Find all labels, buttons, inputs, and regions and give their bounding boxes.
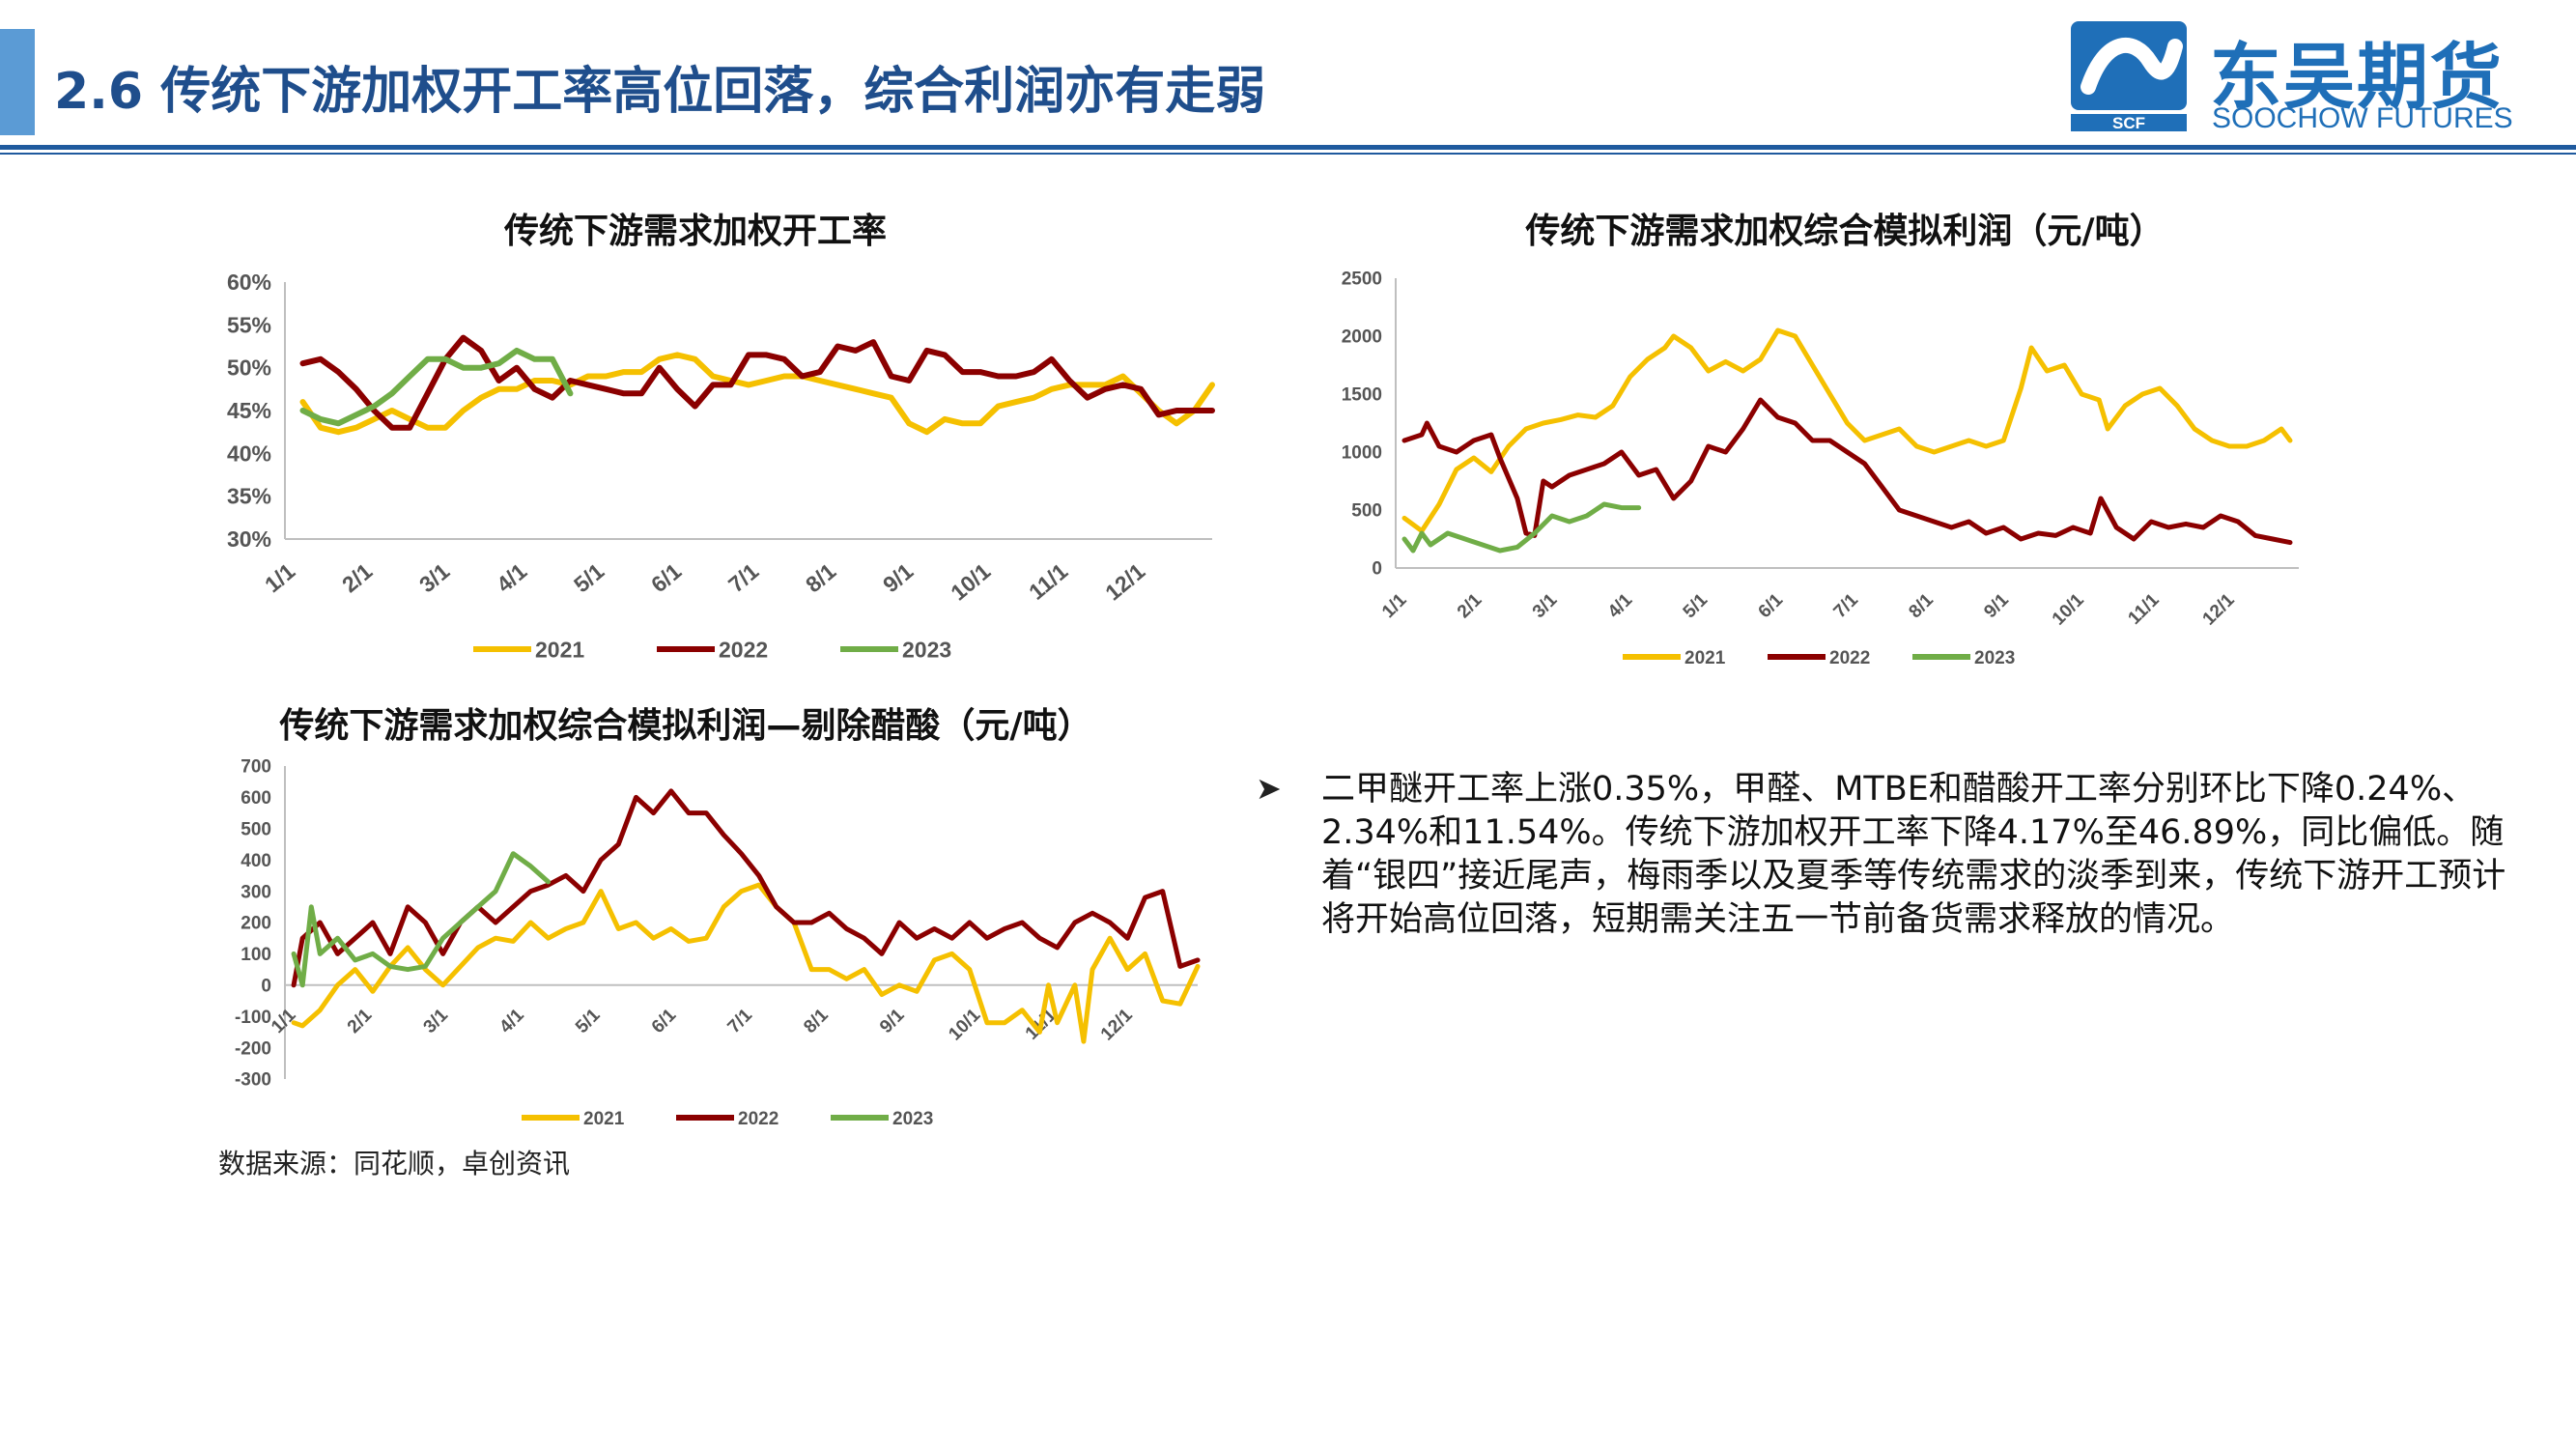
logo-english-name: SOOCHOW FUTURES <box>2212 102 2513 134</box>
x-tick-label: 7/1 <box>723 558 763 598</box>
series-line-2021 <box>299 352 1215 436</box>
x-tick-label: 1/1 <box>1378 589 1411 622</box>
y-tick-label: 700 <box>241 757 271 778</box>
x-tick-label: 10/1 <box>2049 589 2088 629</box>
x-tick-label: 8/1 <box>800 1005 833 1037</box>
data-source: 数据来源：同花顺，卓创资讯 <box>218 1148 571 1179</box>
y-tick-label: -200 <box>235 1038 271 1059</box>
y-tick-label: 500 <box>241 819 271 839</box>
x-tick-label: 7/1 <box>1830 589 1863 622</box>
x-tick-label: 5/1 <box>572 1005 605 1037</box>
x-tick-label: 7/1 <box>724 1005 757 1037</box>
y-tick-label: 300 <box>241 882 271 902</box>
x-tick-label: 3/1 <box>1529 589 1562 622</box>
chart-profit-title: 传统下游需求加权综合模拟利润（元/吨） <box>1525 212 2165 251</box>
logo-chinese-name: 东吴期货 <box>2210 36 2504 119</box>
legend-label-2021: 2021 <box>1684 648 1726 668</box>
y-tick-label: 2500 <box>1342 270 1382 290</box>
series-line-2023 <box>1401 501 1642 554</box>
legend-label-2021: 2021 <box>583 1109 625 1129</box>
x-tick-label: 11/1 <box>2124 589 2164 629</box>
page-title: 2.6 传统下游加权开工率高位回落，综合利润亦有走弱 <box>54 63 1266 121</box>
logo-mark-text: SCF <box>2112 114 2145 132</box>
x-tick-label: 4/1 <box>1604 589 1637 622</box>
series-line-2021 <box>291 882 1201 1044</box>
x-tick-label: 12/1 <box>1100 558 1149 606</box>
x-tick-label: 8/1 <box>801 558 840 598</box>
header-rule-thin <box>0 153 2576 155</box>
legend-label-2023: 2023 <box>1974 648 2015 668</box>
chart-profit: 2500 2000 1500 1000 500 0 1/1 2/1 3/1 4/1 5/1 6/1 7/… <box>1342 270 2299 668</box>
y-tick-label: 500 <box>1351 501 1382 522</box>
x-tick-label: 5/1 <box>1680 589 1713 622</box>
y-tick-label: 55% <box>227 312 271 337</box>
analysis-text: 二甲醚开工率上涨0.35%，甲醛、MTBE和醋酸开工率分别环比下降0.24%、2… <box>1321 770 2506 939</box>
y-tick-label: 35% <box>227 484 271 509</box>
x-tick-label: 3/1 <box>420 1005 453 1037</box>
series-line-2023 <box>299 347 574 427</box>
y-tick-label: 1000 <box>1342 443 1382 464</box>
y-tick-label: 45% <box>227 398 271 423</box>
x-tick-label: 9/1 <box>1980 589 2013 622</box>
legend-label-2021: 2021 <box>535 637 584 662</box>
x-tick-label: 9/1 <box>878 558 918 598</box>
y-tick-label: -100 <box>235 1008 271 1028</box>
x-tick-label: 10/1 <box>945 1005 984 1044</box>
x-tick-label: 9/1 <box>876 1005 909 1037</box>
chart-profit-ex-title: 传统下游需求加权综合模拟利润—剔除醋酸（元/吨） <box>279 706 1092 746</box>
legend-label-2023: 2023 <box>892 1109 933 1129</box>
x-tick-label: 12/1 <box>1097 1005 1137 1044</box>
y-tick-label: -300 <box>235 1070 271 1091</box>
y-tick-label: 30% <box>227 526 271 552</box>
y-tick-label: 2000 <box>1342 327 1382 348</box>
y-tick-label: 600 <box>241 788 271 809</box>
legend-label-2022: 2022 <box>738 1109 778 1129</box>
x-tick-label: 6/1 <box>646 558 686 598</box>
legend-label-2023: 2023 <box>902 637 951 662</box>
header-rule <box>0 145 2576 150</box>
company-logo: SCF 东吴期货 SOOCHOW FUTURES <box>2067 17 2569 134</box>
y-tick-label: 400 <box>241 851 271 871</box>
title-accent-bar <box>0 29 35 135</box>
series-line-2022 <box>299 334 1215 431</box>
x-tick-label: 1/1 <box>260 558 299 598</box>
legend-label-2022: 2022 <box>719 637 768 662</box>
x-tick-label: 2/1 <box>337 558 377 598</box>
series-line-2023 <box>291 851 552 988</box>
x-tick-label: 10/1 <box>946 558 995 606</box>
y-tick-label: 60% <box>227 270 271 295</box>
x-tick-label: 2/1 <box>344 1005 377 1037</box>
y-tick-label: 50% <box>227 355 271 381</box>
x-tick-label: 6/1 <box>648 1005 681 1037</box>
series-line-2022 <box>1401 397 2293 546</box>
series-line-2021 <box>1401 327 2293 534</box>
x-tick-label: 4/1 <box>492 558 531 598</box>
x-tick-label: 8/1 <box>1905 589 1938 622</box>
x-tick-label: 12/1 <box>2199 589 2239 629</box>
y-tick-label: 200 <box>241 914 271 934</box>
y-tick-label: 100 <box>241 945 271 965</box>
y-tick-label: 0 <box>261 976 271 996</box>
y-tick-label: 1500 <box>1342 385 1382 406</box>
legend-label-2022: 2022 <box>1829 648 1870 668</box>
y-tick-label: 40% <box>227 440 271 466</box>
bullet-arrow-icon: ➤ <box>1256 770 1282 807</box>
chart-rate-title: 传统下游需求加权开工率 <box>503 212 887 251</box>
x-tick-label: 5/1 <box>569 558 609 598</box>
x-tick-label: 11/1 <box>1024 558 1072 605</box>
chart-rate: 60% 55% 50% 45% 40% 35% 30% 1/1 2/1 3/1 4/1 5/1 6/1 7… <box>227 270 1215 662</box>
x-tick-label: 6/1 <box>1755 589 1788 622</box>
x-tick-label: 4/1 <box>495 1005 528 1037</box>
y-tick-label: 0 <box>1372 559 1382 580</box>
x-tick-label: 2/1 <box>1454 589 1486 622</box>
scf-logo-icon: SCF <box>2071 21 2187 132</box>
x-tick-label: 3/1 <box>414 558 454 598</box>
